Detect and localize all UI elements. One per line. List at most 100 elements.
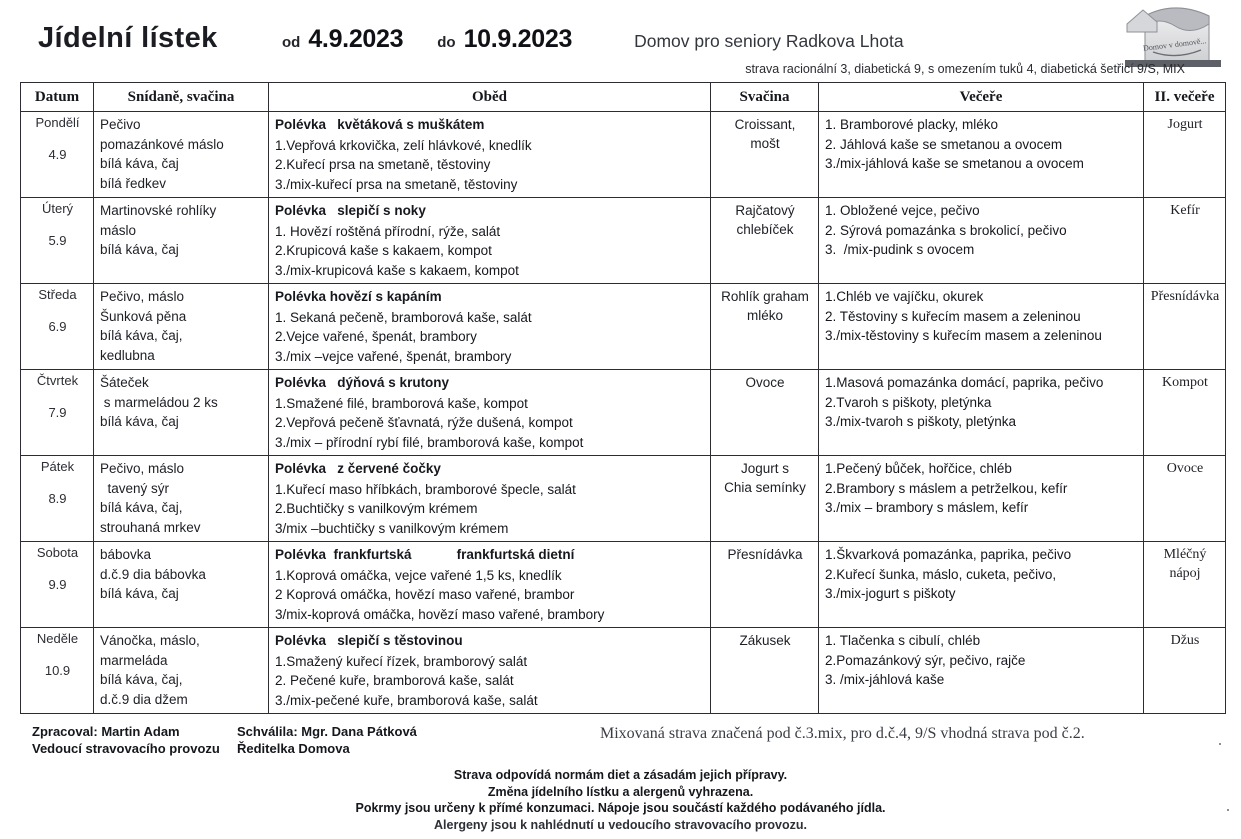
snack-line: Croissant, xyxy=(734,117,796,132)
lunch-option: 2.Vejce vařené, špenát, brambory xyxy=(275,329,477,344)
dinner-option: 1. Obložené vejce, pečivo xyxy=(825,203,980,218)
cell-lunch: Polévka slepičí s těstovinou 1.Smažený ku… xyxy=(268,627,711,714)
breakfast-line: Pečivo xyxy=(100,117,141,132)
second-dinner-line: Přesnídávka xyxy=(1150,289,1220,304)
second-dinner-line: Jogurt xyxy=(1167,117,1203,132)
dinner-option: 2.Kuřecí šunka, máslo, cuketa, pečivo, xyxy=(825,566,1057,582)
cell-date: Pátek 8.9 xyxy=(20,455,94,542)
cell-lunch: Polévka dýňová s krutony 1.Smažené filé, … xyxy=(268,369,711,456)
table-header-row: Datum Snídaně, svačina Oběd Svačina Veče… xyxy=(20,82,1226,112)
day-of-week: Úterý xyxy=(41,201,74,216)
day-number: 4.9 xyxy=(48,147,67,162)
table-row: Neděle 10.9 Vánočka, máslo, marmeláda bílá k… xyxy=(20,627,1226,714)
mixed-diet-note: Mixovaná strava značená pod č.3.mix, pro… xyxy=(600,725,1085,742)
lunch-option: 2 Koprová omáčka, hovězí maso vařené, br… xyxy=(275,587,575,602)
second-dinner-line: nápoj xyxy=(1169,566,1201,581)
scan-artifact-dot-2 xyxy=(1227,809,1229,811)
dinner-option: 3. /mix-pudink s ovocem xyxy=(825,242,975,257)
cell-date: Úterý 5.9 xyxy=(20,197,94,284)
cell-date: Středa 6.9 xyxy=(20,283,94,370)
table-row: Středa 6.9 Pečivo, máslo Šunková pěna bílá k… xyxy=(20,283,1226,370)
facility-logo-icon: Domov v domově... xyxy=(1125,7,1221,67)
lunch-option: 1. Hovězí roštěná přírodní, rýže, salát xyxy=(275,223,501,239)
dinner-option: 1.Pečený bůček, hořčice, chléb xyxy=(825,461,1012,476)
menu-table: Datum Snídaně, svačina Oběd Svačina Veče… xyxy=(20,82,1226,714)
lunch-soup: Polévka frankfurtská frankfurtská dietní xyxy=(275,547,575,562)
footer-note-line: Alergeny jsou k nahlédnutí u vedoucího s… xyxy=(434,817,807,832)
cell-date: Čtvrtek 7.9 xyxy=(20,369,94,456)
table-row: Čtvrtek 7.9 Šáteček s marmeládou 2 ks bílá … xyxy=(20,369,1226,456)
approved-by-role: Ředitelka Domova xyxy=(237,741,350,756)
page-title: Jídelní lístek xyxy=(38,22,218,54)
cell-breakfast: Pečivo, máslo tavený sýr bílá káva, čaj, s… xyxy=(93,455,269,542)
breakfast-line: Martinovské rohlíky xyxy=(100,203,217,218)
second-dinner-line: Mléčný xyxy=(1163,547,1207,562)
day-number: 6.9 xyxy=(48,319,67,334)
cell-second-dinner: Jogurt xyxy=(1143,111,1226,198)
dinner-option: 1. Tlačenka s cibulí, chléb xyxy=(825,633,981,648)
second-dinner-line: Kefír xyxy=(1170,203,1200,218)
snack-line: Rajčatový xyxy=(735,203,795,218)
snack-line: Jogurt s xyxy=(740,461,790,476)
lunch-option: 1.Smažené filé, bramborová kaše, kompot xyxy=(275,395,528,411)
breakfast-line: Pečivo, máslo xyxy=(100,289,185,304)
cell-lunch: Polévka hovězí s kapáním 1. Sekaná pečeně… xyxy=(268,283,711,370)
day-of-week: Neděle xyxy=(36,631,79,646)
col-header-datum: Datum xyxy=(20,82,94,112)
day-of-week: Pátek xyxy=(40,459,75,474)
breakfast-line: bílá káva, čaj xyxy=(100,242,179,257)
cell-dinner: 1. Bramborové placky, mléko 2. Jáhlová ka… xyxy=(818,111,1144,198)
lunch-soup: Polévka květáková s muškátem xyxy=(275,117,485,132)
cell-lunch: Polévka z červené čočky 1.Kuřecí maso hří… xyxy=(268,455,711,542)
dinner-option: 3./mix-tvaroh s piškoty, pletýnka xyxy=(825,414,1017,429)
day-of-week: Pondělí xyxy=(35,115,80,130)
day-number: 8.9 xyxy=(48,491,67,506)
lunch-soup: Polévka z červené čočky xyxy=(275,461,441,476)
cell-second-dinner: Ovoce xyxy=(1143,455,1226,542)
cell-breakfast: Vánočka, máslo, marmeláda bílá káva, čaj, d… xyxy=(93,627,269,714)
cell-breakfast: Martinovské rohlíky máslo bílá káva, čaj xyxy=(93,197,269,284)
cell-breakfast: Pečivo, máslo Šunková pěna bílá káva, čaj,… xyxy=(93,283,269,370)
lunch-option: 2.Kuřecí prsa na smetaně, těstoviny xyxy=(275,157,491,172)
snack-line: mošt xyxy=(750,136,780,151)
second-dinner-line: Džus xyxy=(1170,633,1200,648)
lunch-option: 3./mix-kuřecí prsa na smetaně, těstoviny xyxy=(275,176,518,192)
breakfast-line: Šunková pěna xyxy=(100,308,187,324)
dinner-option: 2. Těstoviny s kuřecím masem a zeleninou xyxy=(825,308,1081,324)
cell-lunch: Polévka frankfurtská frankfurtská dietní… xyxy=(268,541,711,628)
lunch-option: 3./mix –vejce vařené, špenát, brambory xyxy=(275,348,512,364)
breakfast-line: bílá káva, čaj, xyxy=(100,500,183,515)
footer-notes: Strava odpovídá normám diet a zásadám je… xyxy=(0,767,1241,833)
prepared-by-name: Zpracoval: Martin Adam xyxy=(32,724,180,739)
breakfast-line: d.č.9 dia džem xyxy=(100,691,188,707)
dinner-option: 1. Bramborové placky, mléko xyxy=(825,117,999,132)
cell-date: Pondělí 4.9 xyxy=(20,111,94,198)
lunch-option: 3./mix – přírodní rybí filé, bramborová … xyxy=(275,434,584,450)
cell-snack: Přesnídávka xyxy=(710,541,819,628)
cell-second-dinner: Přesnídávka xyxy=(1143,283,1226,370)
lunch-option: 1.Vepřová krkovička, zelí hlávkové, kned… xyxy=(275,137,532,153)
dinner-option: 3./mix-těstoviny s kuřecím masem a zelen… xyxy=(825,328,1102,343)
cell-second-dinner: Kefír xyxy=(1143,197,1226,284)
breakfast-line: marmeláda xyxy=(100,652,168,668)
from-date: 4.9.2023 xyxy=(308,25,404,53)
snack-line: chlebíček xyxy=(736,222,794,237)
lunch-soup: Polévka hovězí s kapáním xyxy=(275,289,442,304)
cell-dinner: 1.Chléb ve vajíčku, okurek 2. Těstoviny s… xyxy=(818,283,1144,370)
document-header: Jídelní lístek od 4.9.2023 do 10.9.2023 … xyxy=(0,0,1241,82)
breakfast-line: strouhaná mrkev xyxy=(100,519,201,535)
cell-breakfast: Šáteček s marmeládou 2 ks bílá káva, čaj xyxy=(93,369,269,456)
day-of-week: Sobota xyxy=(36,545,79,560)
cell-second-dinner: Džus xyxy=(1143,627,1226,714)
day-of-week: Středa xyxy=(38,287,77,302)
menu-table-body: Pondělí 4.9 Pečivo pomazánkové máslo bílá ká… xyxy=(20,111,1226,714)
lunch-option: 2.Krupicová kaše s kakaem, kompot xyxy=(275,243,492,258)
header-title-row: Jídelní lístek od 4.9.2023 do 10.9.2023 … xyxy=(20,0,1225,55)
table-row: Pondělí 4.9 Pečivo pomazánkové máslo bílá ká… xyxy=(20,111,1226,198)
table-row: Sobota 9.9 bábovka d.č.9 dia bábovka bílá ká… xyxy=(20,541,1226,628)
lunch-soup: Polévka dýňová s krutony xyxy=(275,375,450,390)
lunch-option: 2. Pečené kuře, bramborová kaše, salát xyxy=(275,673,514,688)
breakfast-line: pomazánkové máslo xyxy=(100,136,224,152)
cell-breakfast: bábovka d.č.9 dia bábovka bílá káva, čaj xyxy=(93,541,269,628)
lunch-soup: Polévka slepičí s noky xyxy=(275,203,426,218)
